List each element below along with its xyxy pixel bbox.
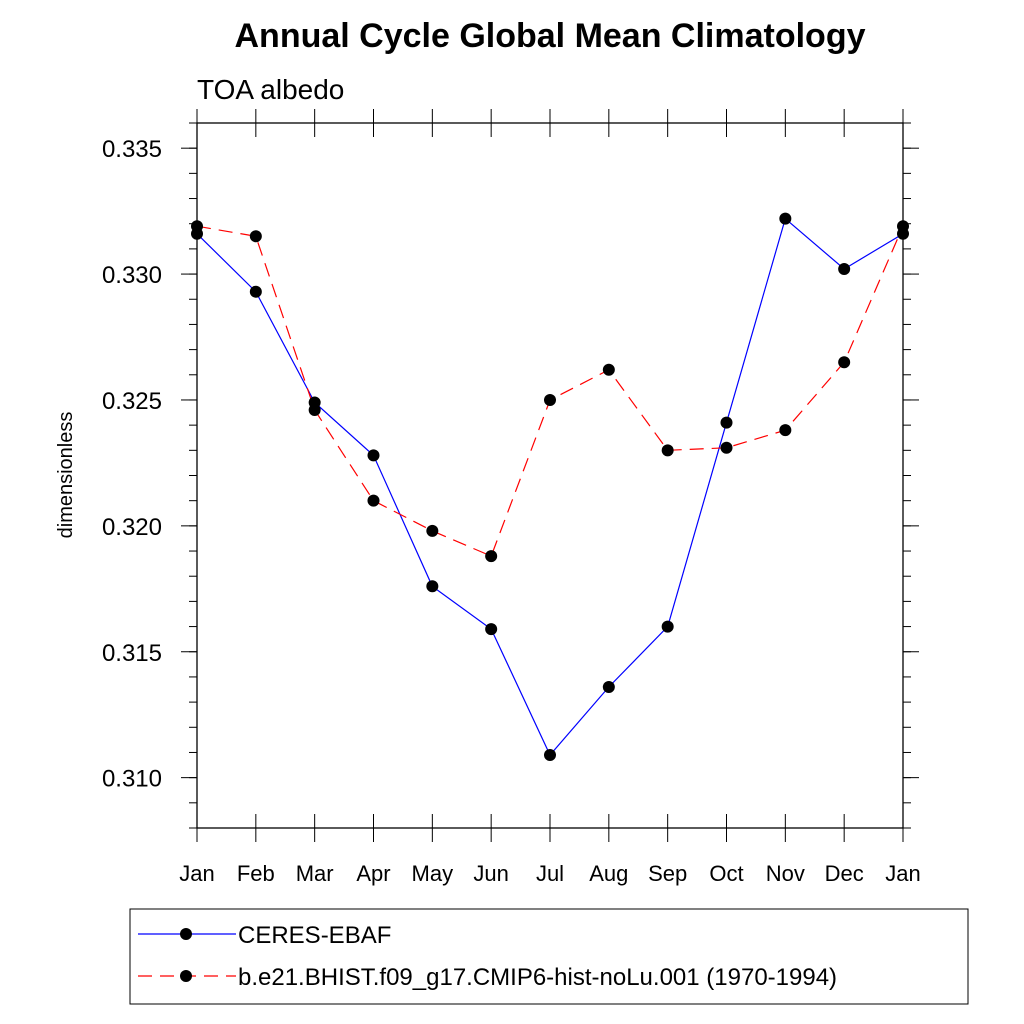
x-tick-label: Oct bbox=[709, 861, 743, 886]
series-0-point bbox=[661, 620, 674, 633]
y-tick-label: 0.335 bbox=[102, 136, 162, 163]
legend-marker-model bbox=[180, 970, 192, 982]
x-tick-label: Dec bbox=[825, 861, 864, 886]
legend-box bbox=[129, 908, 969, 1005]
chart-title: Annual Cycle Global Mean Climatology bbox=[235, 17, 866, 55]
series-1-point bbox=[249, 230, 262, 243]
series-layer bbox=[191, 212, 909, 761]
series-line-0 bbox=[196, 217, 904, 757]
plot-frame bbox=[196, 122, 904, 829]
series-0-point bbox=[720, 416, 733, 429]
series-0-point bbox=[485, 623, 498, 636]
series-1-point bbox=[779, 424, 792, 437]
series-1-point bbox=[544, 393, 556, 406]
series-1-point bbox=[308, 404, 321, 417]
series-1-point bbox=[838, 356, 851, 369]
series-1-point bbox=[661, 444, 674, 457]
chart-subtitle: TOA albedo bbox=[197, 74, 344, 105]
series-0-point bbox=[838, 263, 851, 276]
legend-item-ceres: CERES-EBAF bbox=[138, 922, 391, 949]
x-tick-label: Nov bbox=[766, 861, 805, 886]
series-0-point bbox=[426, 580, 439, 593]
series-0-point bbox=[779, 212, 792, 225]
series-0-point bbox=[367, 449, 380, 462]
x-tick-label: Apr bbox=[356, 861, 390, 886]
legend-label-ceres: CERES-EBAF bbox=[238, 922, 391, 949]
y-axis-label: dimensionless bbox=[55, 412, 77, 539]
series-1-point bbox=[367, 494, 380, 507]
x-tick-label: Jan bbox=[179, 861, 214, 886]
y-tick-label: 0.330 bbox=[102, 262, 162, 289]
x-tick-label: May bbox=[412, 861, 454, 886]
axes: Jan Feb Mar Apr May Jun Jul Aug Sep Oct Nov Dec Jan 0… bbox=[102, 109, 921, 886]
series-0-point bbox=[544, 748, 556, 761]
x-tick-label: Sep bbox=[648, 861, 687, 886]
series-1-point bbox=[602, 363, 615, 376]
series-1-point bbox=[485, 550, 498, 563]
y-tick-label: 0.325 bbox=[102, 388, 162, 415]
y-tick-label: 0.310 bbox=[102, 766, 162, 793]
x-tick-label: Jan bbox=[885, 861, 920, 886]
x-tick-label: Jul bbox=[536, 861, 564, 886]
x-tick-label: Jun bbox=[473, 861, 508, 886]
series-1-point bbox=[426, 524, 439, 537]
legend: CERES-EBAF b.e21.BHIST.f09_g17.CMIP6-his… bbox=[129, 908, 969, 1005]
series-0-point bbox=[602, 681, 615, 693]
series-0-point bbox=[249, 285, 262, 298]
legend-item-model: b.e21.BHIST.f09_g17.CMIP6-hist-noLu.001 … bbox=[138, 964, 837, 991]
legend-label-model: b.e21.BHIST.f09_g17.CMIP6-hist-noLu.001 … bbox=[238, 964, 837, 991]
x-tick-label: Feb bbox=[237, 861, 275, 886]
y-tick-label: 0.320 bbox=[102, 514, 162, 541]
series-line-1 bbox=[196, 225, 904, 557]
x-tick-label: Aug bbox=[589, 861, 628, 886]
series-1-point bbox=[720, 441, 733, 454]
x-tick-label: Mar bbox=[296, 861, 334, 886]
y-tick-label: 0.315 bbox=[102, 640, 162, 667]
legend-marker-ceres bbox=[180, 928, 192, 940]
